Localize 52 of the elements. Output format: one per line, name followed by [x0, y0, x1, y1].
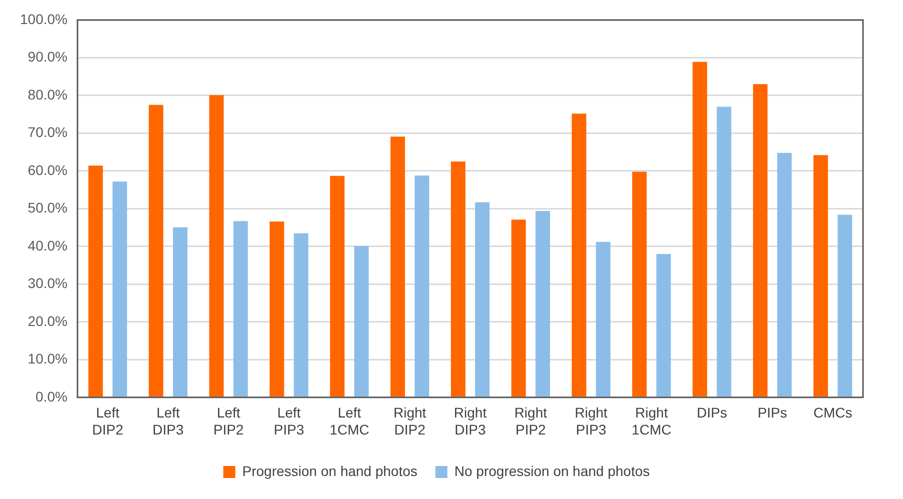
bar — [777, 152, 792, 397]
x-tick-label: Left DIP2 — [92, 404, 124, 438]
y-tick-label: 10.0% — [28, 350, 68, 367]
x-tick-label: Right 1CMC — [632, 404, 672, 438]
x-tick-label: DIPs — [696, 404, 728, 421]
y-tick-label: 100.0% — [20, 10, 68, 27]
y-tick-label: 60.0% — [28, 162, 68, 178]
y-tick-label: 20.0% — [28, 312, 68, 329]
y-tick-label: 80.0% — [28, 86, 68, 102]
x-tick-label: Right DIP3 — [454, 404, 487, 438]
x-tick-label: PIPs — [758, 404, 788, 421]
y-tick-label: 70.0% — [28, 124, 68, 140]
bar — [572, 114, 586, 397]
bar — [450, 162, 466, 397]
bar — [753, 84, 768, 397]
bar — [511, 220, 526, 397]
bar — [330, 176, 345, 397]
y-tick-label: 40.0% — [28, 237, 68, 254]
bar — [716, 106, 732, 397]
bar — [233, 221, 248, 397]
x-tick-label: Left PIP3 — [274, 404, 304, 438]
bar — [632, 172, 647, 397]
x-tick-label: Left 1CMC — [330, 404, 370, 438]
y-tick-label: 0.0% — [36, 388, 68, 404]
x-tick-label: Left PIP2 — [213, 404, 244, 438]
legend-label: No progression on hand photos — [454, 462, 650, 479]
bar — [390, 136, 405, 397]
x-tick-label: Right PIP3 — [574, 404, 608, 438]
x-tick-label: CMCs — [813, 404, 852, 421]
y-tick-label: 30.0% — [28, 275, 68, 292]
bar — [596, 242, 610, 397]
bar — [88, 166, 103, 397]
bar — [838, 214, 852, 397]
bar — [536, 210, 550, 397]
bar — [656, 254, 671, 397]
bar — [414, 175, 430, 397]
y-tick-label: 90.0% — [28, 48, 68, 65]
bar — [209, 95, 224, 397]
x-tick-label: Right DIP2 — [393, 404, 426, 438]
x-tick-label: Right PIP2 — [514, 404, 548, 438]
bar — [354, 246, 369, 397]
bar — [692, 62, 708, 397]
bar — [294, 233, 308, 397]
bar — [813, 155, 828, 397]
bar — [148, 104, 164, 397]
bar — [475, 202, 490, 397]
bar — [270, 222, 284, 397]
x-tick-label: Left DIP3 — [152, 404, 184, 438]
legend-label: Progression on hand photos — [242, 462, 418, 479]
bar — [172, 227, 188, 397]
y-tick-label: 50.0% — [28, 200, 68, 216]
bar — [112, 182, 128, 397]
